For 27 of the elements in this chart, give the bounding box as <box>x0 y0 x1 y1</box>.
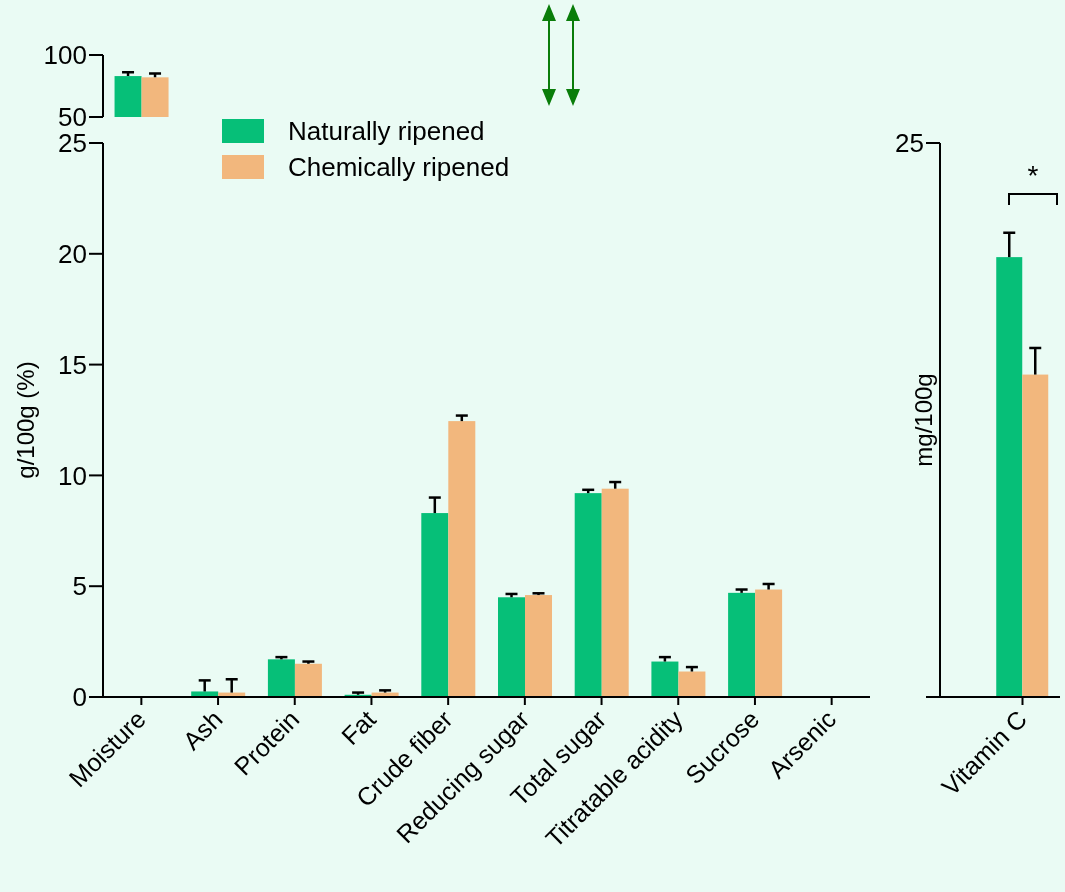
y-tick-label: 10 <box>58 460 87 491</box>
bar <box>448 421 476 697</box>
y-tick-label: 5 <box>72 571 87 602</box>
bar <box>601 488 629 697</box>
annotation: * <box>1027 160 1039 191</box>
bar <box>651 661 679 697</box>
x-tick-label: Ash <box>177 704 228 756</box>
bar <box>294 663 322 697</box>
legend-label: Naturally ripened <box>288 115 485 147</box>
bar <box>574 493 602 697</box>
y-axis-title: mg/100g <box>910 373 938 467</box>
x-tick-label: Fat <box>335 704 382 751</box>
y-tick-label: 20 <box>58 239 87 270</box>
bar <box>498 597 526 697</box>
y-tick-label: 25 <box>895 128 924 159</box>
bar <box>755 589 783 697</box>
bar <box>267 659 295 697</box>
y-axis-title: g/100g (%) <box>12 361 40 479</box>
bar <box>191 691 219 697</box>
legend-label: Chemically ripened <box>288 151 510 183</box>
y-tick-label: 0 <box>72 682 87 713</box>
bar <box>421 513 449 697</box>
y-tick-label: 15 <box>58 349 87 380</box>
bar <box>525 595 553 697</box>
y-tick-label: 100 <box>43 40 87 71</box>
bar <box>728 592 756 697</box>
bar <box>678 671 706 697</box>
